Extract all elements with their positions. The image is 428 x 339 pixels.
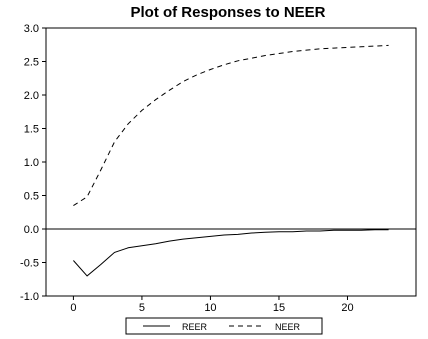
y-tick-label: 1.0 (24, 157, 39, 169)
chart-title: Plot of Responses to NEER (130, 4, 325, 21)
x-axis: 0 5 10 15 20 (70, 296, 354, 314)
legend-box (125, 317, 323, 335)
y-tick-label: -0.5 (20, 258, 39, 270)
y-tick-label: 0.5 (24, 191, 39, 203)
y-tick-label: 2.0 (24, 90, 39, 102)
series-line-reer (73, 229, 389, 277)
plot-frame (45, 27, 417, 297)
y-tick-label: 2.5 (24, 57, 39, 69)
legend: REER NEER (125, 317, 323, 335)
x-tick-label: 5 (139, 302, 145, 314)
series-line-neer (73, 44, 389, 207)
y-tick-label: -1.0 (20, 291, 39, 303)
legend-reer-label: REER (182, 322, 208, 332)
x-tick-label: 15 (273, 302, 285, 314)
x-tick-label: 0 (70, 302, 76, 314)
y-axis: -1.0 -0.5 0.0 0.5 1.0 1.5 2.0 2.5 3.0 (20, 23, 46, 303)
y-tick-label: 1.5 (24, 124, 39, 136)
x-tick-label: 10 (204, 302, 216, 314)
y-tick-label: 3.0 (24, 23, 39, 35)
y-tick-label: 0.0 (24, 224, 39, 236)
legend-neer-label: NEER (275, 322, 301, 332)
x-tick-label: 20 (341, 302, 353, 314)
series-layer (73, 44, 389, 277)
